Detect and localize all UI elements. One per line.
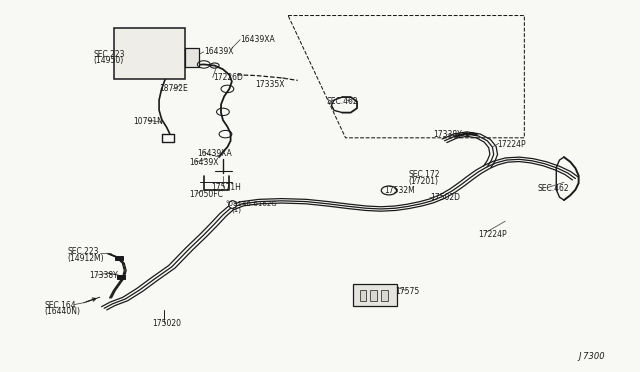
Text: 16439XA: 16439XA <box>240 35 275 44</box>
Text: 17571H: 17571H <box>211 183 241 192</box>
Text: 17338Y: 17338Y <box>434 130 463 140</box>
Text: SEC.172: SEC.172 <box>408 170 440 179</box>
Text: 17335X: 17335X <box>255 80 284 89</box>
Text: SEC.462: SEC.462 <box>537 185 569 193</box>
Text: (17201): (17201) <box>408 177 438 186</box>
Text: 16439XA: 16439XA <box>197 149 232 158</box>
Bar <box>353 284 397 307</box>
Text: SEC.223: SEC.223 <box>68 247 99 256</box>
Text: SEC.164: SEC.164 <box>44 301 76 310</box>
Text: SEC.462: SEC.462 <box>326 97 358 106</box>
Text: 17532M: 17532M <box>384 186 415 195</box>
Bar <box>184 48 198 67</box>
Text: 18792E: 18792E <box>159 84 188 93</box>
Text: 17224P: 17224P <box>478 230 507 239</box>
Text: 17226D: 17226D <box>212 73 243 82</box>
Text: 16439X: 16439X <box>204 47 233 56</box>
Text: (14912M): (14912M) <box>68 254 104 263</box>
Text: 17575: 17575 <box>396 287 420 296</box>
Text: 17338Y: 17338Y <box>89 271 118 280</box>
Bar <box>115 256 123 260</box>
Bar <box>381 290 388 301</box>
Text: (14950): (14950) <box>93 56 124 65</box>
Text: 17224P: 17224P <box>497 140 526 149</box>
Text: 17502D: 17502D <box>430 193 460 202</box>
Text: °08146-6162G: °08146-6162G <box>225 201 277 207</box>
Text: 16439X: 16439X <box>189 158 219 167</box>
Text: 17050FC: 17050FC <box>189 190 223 199</box>
Text: J 7300: J 7300 <box>579 352 605 361</box>
Text: 175020: 175020 <box>153 320 182 328</box>
Bar <box>371 290 377 301</box>
Bar <box>117 275 125 279</box>
Text: 10791N: 10791N <box>133 117 163 126</box>
Text: (1): (1) <box>232 207 242 213</box>
Bar <box>360 290 366 301</box>
Text: SEC.223: SEC.223 <box>93 50 125 59</box>
Bar <box>115 29 184 78</box>
Text: (16440N): (16440N) <box>44 307 80 316</box>
